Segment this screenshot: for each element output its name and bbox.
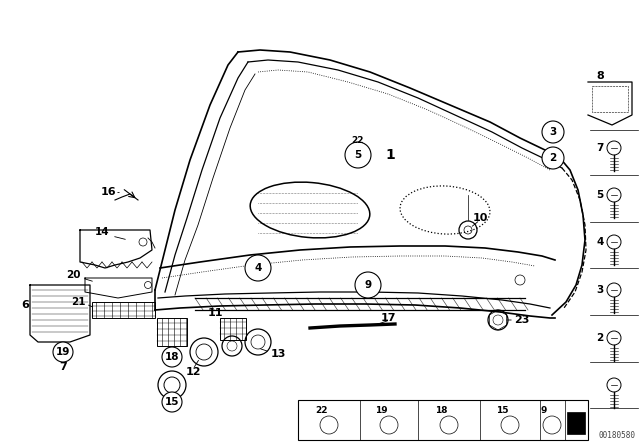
Text: 5: 5 (355, 150, 362, 160)
Text: 4: 4 (254, 263, 262, 273)
Text: 1: 1 (385, 148, 395, 162)
Circle shape (542, 121, 564, 143)
Text: 17: 17 (380, 313, 396, 323)
Text: 19: 19 (374, 405, 387, 414)
Circle shape (245, 255, 271, 281)
Text: 23: 23 (515, 315, 530, 325)
Text: 2: 2 (596, 333, 604, 343)
Text: 22: 22 (352, 135, 364, 145)
Circle shape (162, 347, 182, 367)
Text: 18: 18 (435, 405, 447, 414)
Text: 14: 14 (95, 227, 109, 237)
Circle shape (345, 142, 371, 168)
Text: 6: 6 (21, 300, 29, 310)
Text: 11: 11 (207, 308, 223, 318)
Circle shape (53, 342, 73, 362)
Text: 15: 15 (496, 405, 508, 414)
Text: 7: 7 (596, 143, 604, 153)
Circle shape (542, 147, 564, 169)
Text: 9: 9 (364, 280, 372, 290)
Text: 5: 5 (596, 190, 604, 200)
Text: 10: 10 (472, 213, 488, 223)
Text: 4: 4 (596, 237, 604, 247)
Text: 00180580: 00180580 (598, 431, 636, 439)
Text: 8: 8 (596, 71, 604, 81)
Text: 22: 22 (315, 405, 327, 414)
Text: 13: 13 (270, 349, 285, 359)
Text: 3: 3 (596, 285, 604, 295)
Circle shape (355, 272, 381, 298)
Text: 18: 18 (164, 352, 179, 362)
Circle shape (162, 392, 182, 412)
Text: 16: 16 (100, 187, 116, 197)
Text: 15: 15 (164, 397, 179, 407)
Text: 20: 20 (66, 270, 80, 280)
Text: 7: 7 (59, 362, 67, 372)
Text: 12: 12 (185, 367, 201, 377)
Text: 3: 3 (549, 127, 557, 137)
FancyBboxPatch shape (567, 412, 585, 434)
Text: 19: 19 (56, 347, 70, 357)
Text: 9: 9 (541, 405, 547, 414)
Text: 21: 21 (71, 297, 85, 307)
Text: 2: 2 (549, 153, 557, 163)
